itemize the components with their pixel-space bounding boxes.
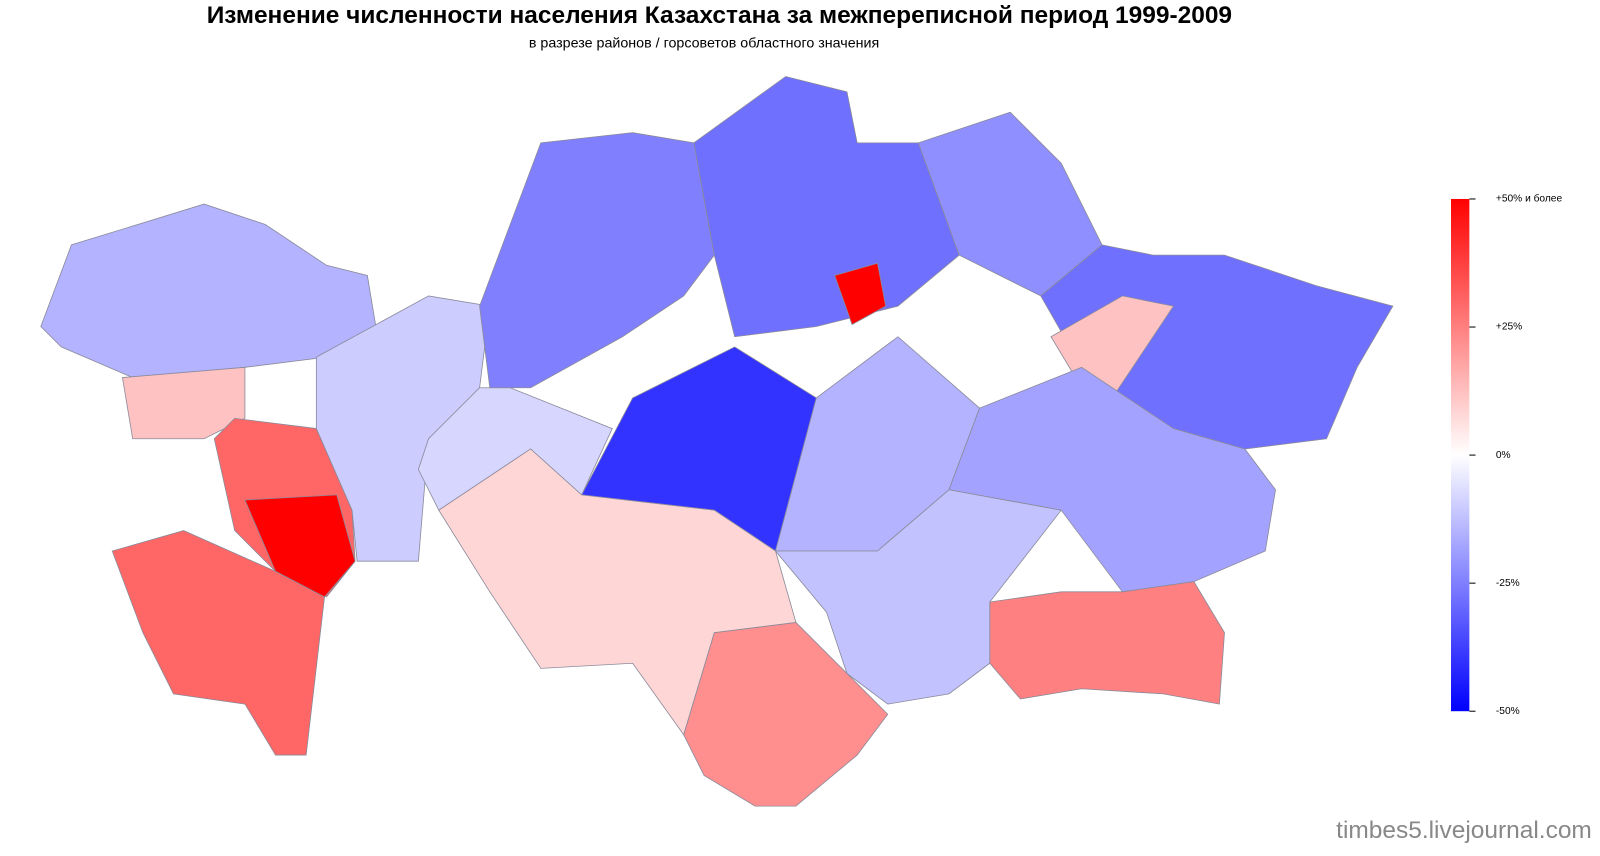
region <box>315 295 491 562</box>
legend-label: +25% <box>1496 322 1522 333</box>
region <box>244 494 356 598</box>
legend-label: -50% <box>1496 706 1520 717</box>
region <box>683 622 889 807</box>
region <box>693 76 960 338</box>
region <box>774 489 1062 705</box>
title: Изменение численности населения Казахста… <box>207 2 1232 29</box>
region <box>948 366 1276 593</box>
subtitle: в разрезе районов / горсоветов областног… <box>529 36 879 52</box>
region <box>438 448 797 736</box>
region <box>989 581 1225 705</box>
region <box>479 132 715 389</box>
legend-label: +50% и более <box>1496 193 1563 205</box>
legend-bar <box>1451 198 1470 712</box>
region <box>834 262 887 326</box>
region <box>111 530 325 756</box>
legend-label: -25% <box>1496 578 1520 589</box>
region <box>40 203 379 378</box>
regions <box>40 76 1394 807</box>
watermark: timbes5.livejournal.com <box>1336 817 1592 844</box>
legend-label: 0% <box>1496 450 1511 461</box>
